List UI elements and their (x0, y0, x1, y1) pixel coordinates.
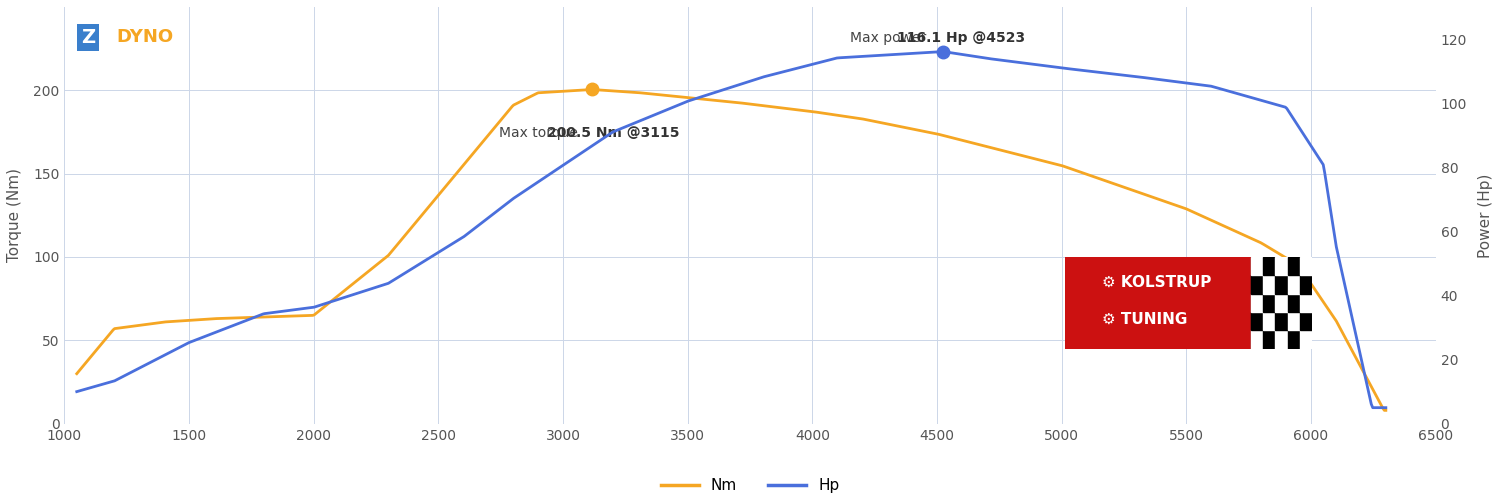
Legend: Nm, Hp: Nm, Hp (654, 472, 846, 500)
Y-axis label: Torque (Nm): Torque (Nm) (8, 168, 22, 262)
Text: 200.5 Nm @3115: 200.5 Nm @3115 (548, 126, 680, 140)
Text: Max power: Max power (850, 31, 932, 45)
Text: Max torque: Max torque (500, 126, 582, 140)
Text: 116.1 Hp @4523: 116.1 Hp @4523 (897, 31, 1024, 45)
Y-axis label: Power (Hp): Power (Hp) (1478, 173, 1492, 258)
Text: Z: Z (81, 28, 94, 47)
Text: DYNO: DYNO (117, 28, 174, 46)
